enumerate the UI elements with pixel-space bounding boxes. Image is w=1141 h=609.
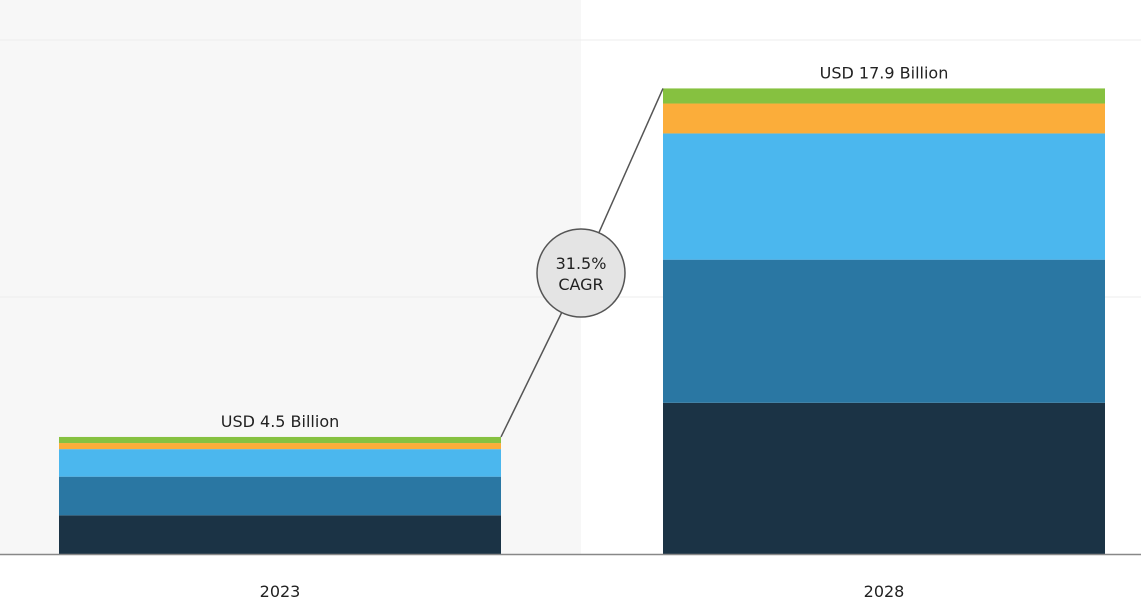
data-label-2023: USD 4.5 Billion [221,412,340,431]
cagr-label: CAGR [558,275,603,294]
bar-segment-2028-4 [663,88,1105,104]
x-tick-label-2028: 2028 [864,582,905,601]
x-tick-label-2023: 2023 [260,582,301,601]
bar-segment-2023-2 [59,449,501,477]
bar-segment-2028-3 [663,103,1105,134]
cagr-bubble [536,228,626,318]
bar-segment-2023-3 [59,443,501,450]
bar-segment-2023-1 [59,476,501,516]
bar-segment-2028-2 [663,133,1105,260]
bar-segment-2023-0 [59,515,501,554]
cagr-value: 31.5% [556,254,607,273]
bar-segment-2023-4 [59,436,501,444]
bar-segment-2028-0 [663,402,1105,554]
data-label-2028: USD 17.9 Billion [820,63,949,82]
bar-segment-2028-1 [663,259,1105,403]
